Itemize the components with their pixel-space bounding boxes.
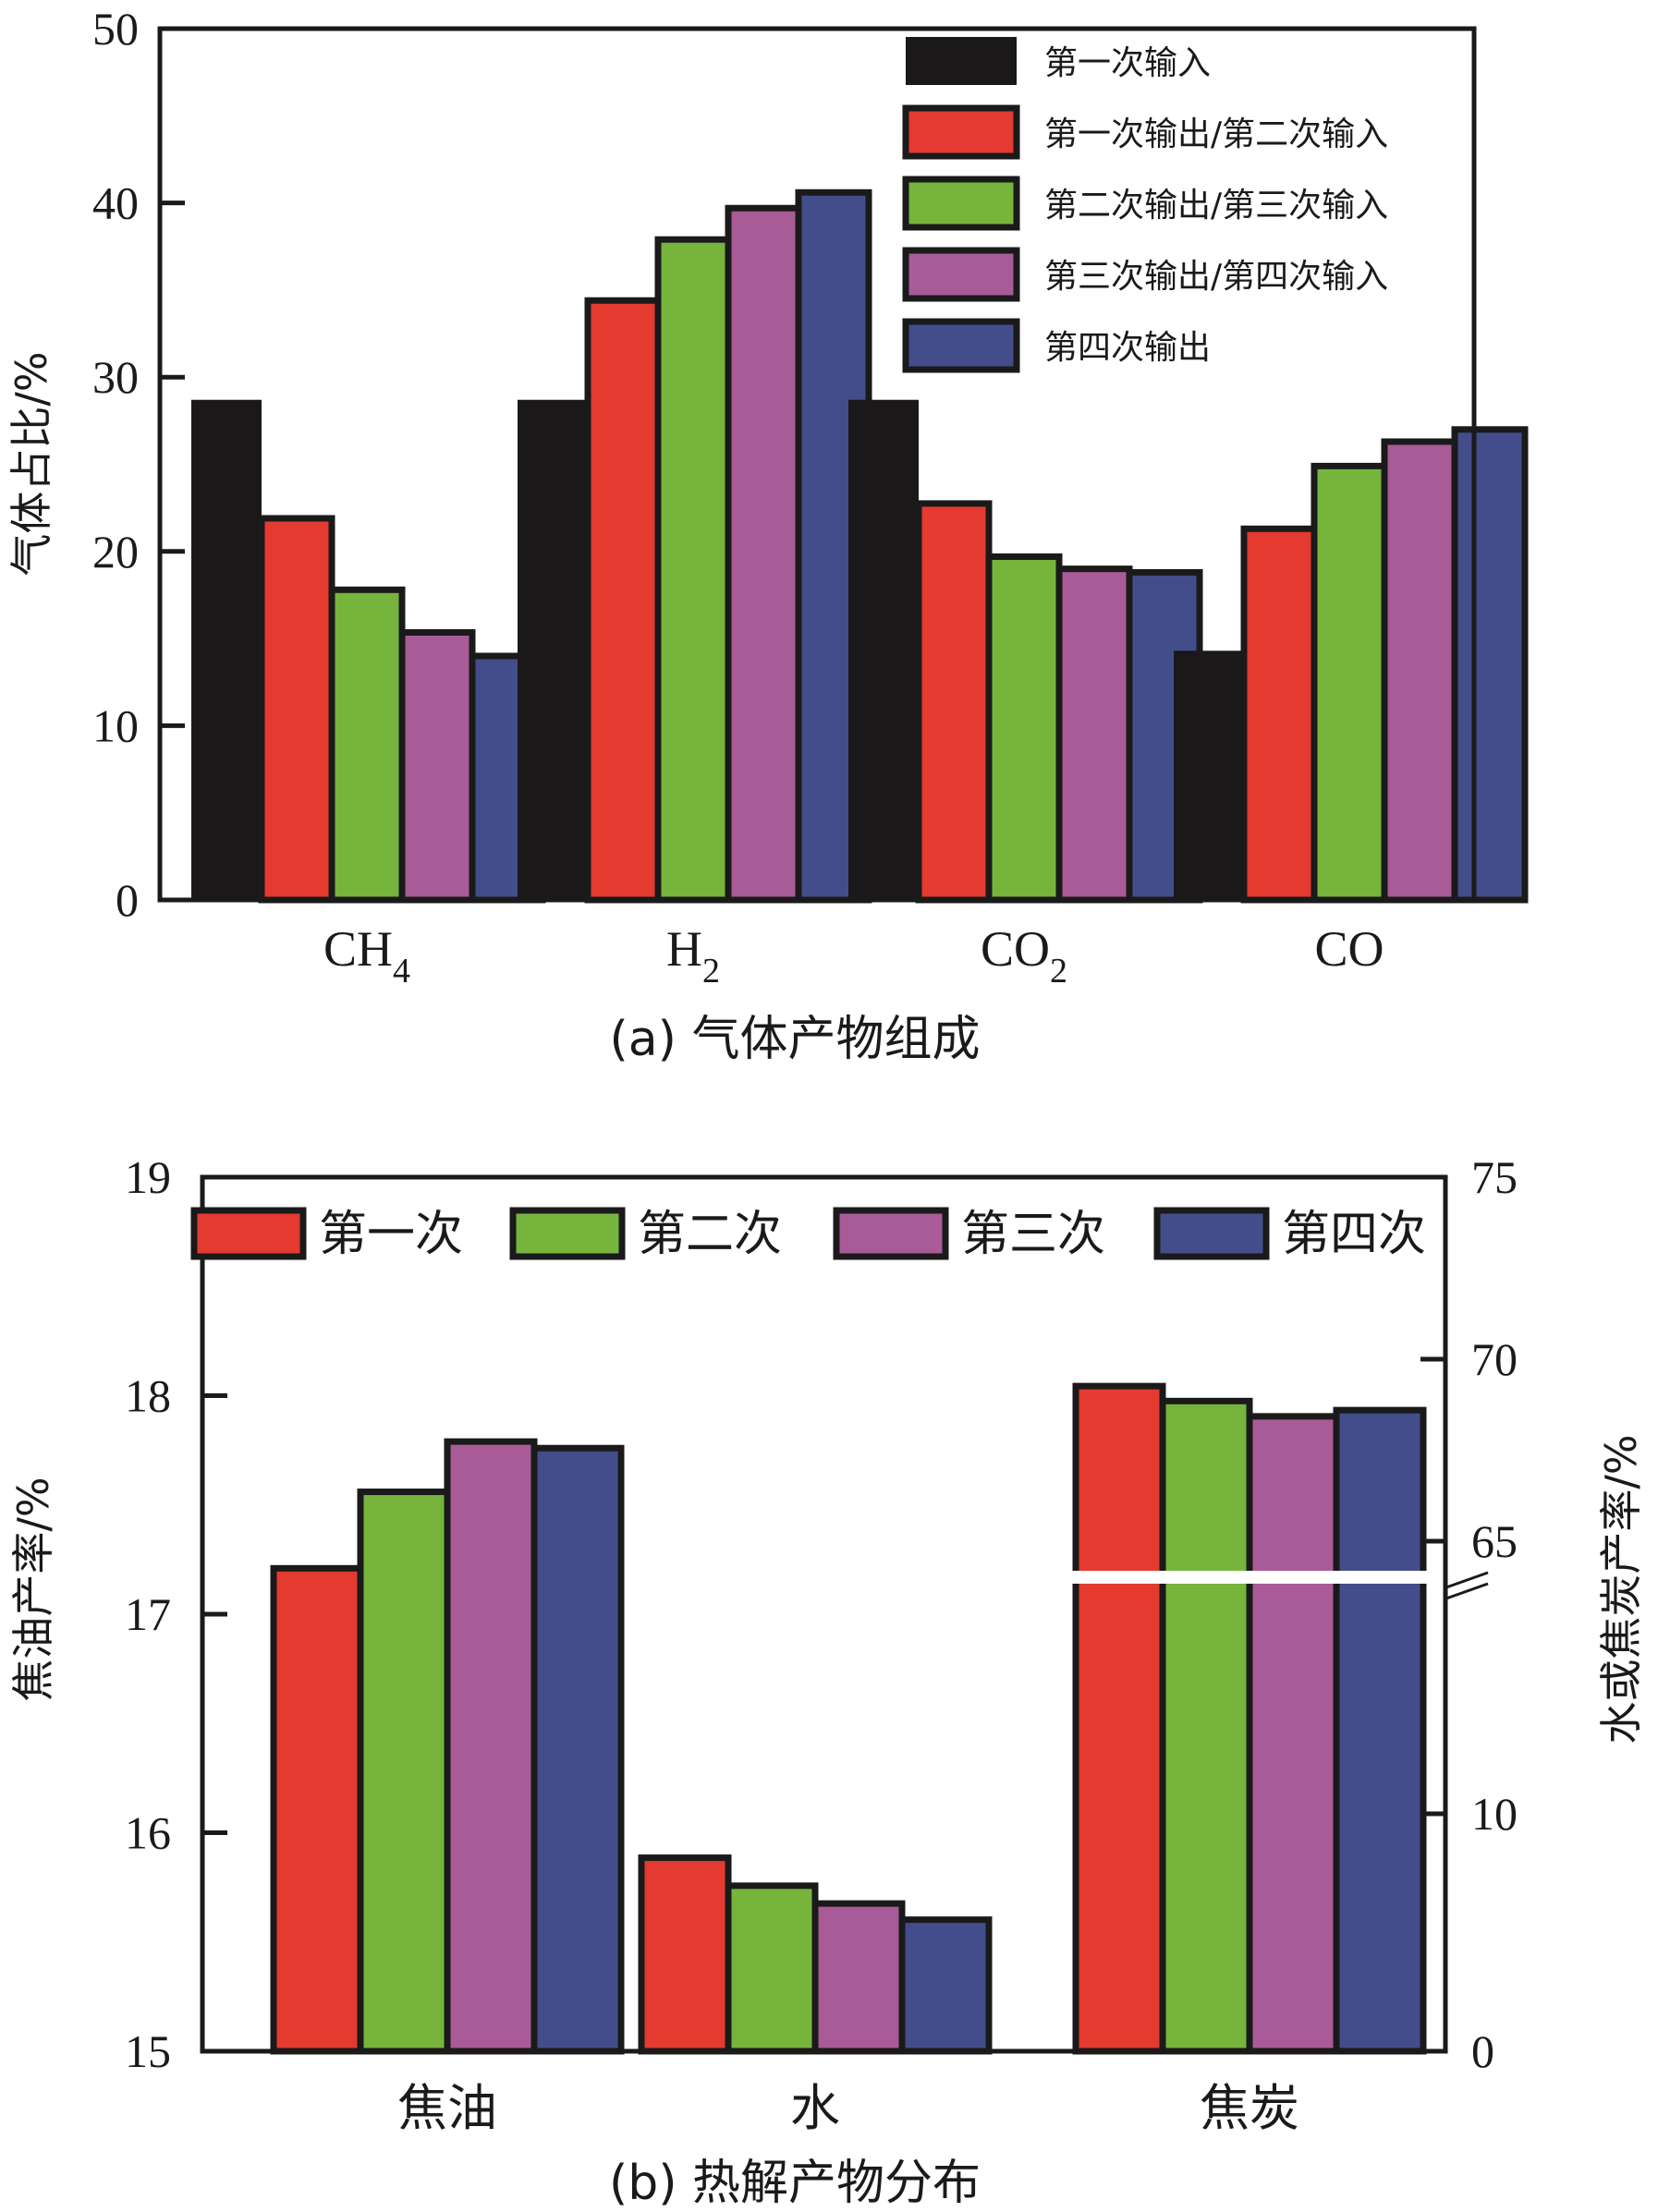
chart-a-x-labels: CH4 H2 CO2 CO <box>323 921 1384 991</box>
bar-2-0 <box>848 399 919 900</box>
bar-0-3 <box>398 628 476 904</box>
x-category-label: 焦炭 <box>1200 2079 1299 2137</box>
chart-a-y-ticks: 0 10 20 30 40 50 <box>92 3 185 926</box>
x-category-label: H2 <box>666 921 720 991</box>
bar-1-2 <box>811 1900 906 2055</box>
chart-b-y-axis-title: 焦油产率/% <box>8 1477 58 1701</box>
bar-1-0 <box>518 399 588 900</box>
x-category-label: 水 <box>790 2079 840 2137</box>
bar-0-0 <box>270 1564 364 2055</box>
legend-swatch <box>902 104 1020 160</box>
x-category-label: CO <box>1314 921 1384 977</box>
y-tick-label: 15 <box>125 2025 171 2077</box>
y-tick-label: 19 <box>125 1151 171 1203</box>
chart-a-legend: 第一次输入第一次输出/第二次输入第二次输出/第三次输入第三次输出/第四次输入第四… <box>902 37 1388 373</box>
axis-break-band <box>1072 1571 1442 1584</box>
bar-2-1 <box>1159 1397 1253 2055</box>
x-category-subscript: 2 <box>702 952 720 991</box>
y2-tick-label: 65 <box>1471 1515 1518 1567</box>
legend-label: 第一次 <box>319 1207 463 1262</box>
y-tick-label: 50 <box>92 3 139 55</box>
y-tick-label: 16 <box>125 1807 171 1859</box>
bar-3-3 <box>1381 438 1458 904</box>
legend-label: 第三次输出/第四次输入 <box>1044 258 1388 296</box>
y-tick-label: 10 <box>92 699 139 751</box>
legend-label: 第一次输出/第二次输入 <box>1044 115 1388 153</box>
chart-a-bars <box>191 188 1529 904</box>
axis-break-mark <box>1445 1571 1489 1589</box>
x-category-main: H <box>666 921 702 977</box>
y-tick-label: 0 <box>116 874 139 926</box>
bar-3-0 <box>1174 650 1244 900</box>
legend-swatch <box>509 1207 626 1260</box>
chart-b-bars <box>270 1382 1427 2055</box>
legend-label: 第四次输出 <box>1044 329 1211 367</box>
axis-break-mark <box>1445 1582 1489 1600</box>
chart-b-y2-axis-title: 水或焦炭产率/% <box>1596 1434 1646 1744</box>
chart-b-y2-ticks: 0 10 65 70 75 <box>1420 1151 1518 2077</box>
bar-1-3 <box>725 204 802 904</box>
bar-1-3 <box>898 1916 993 2055</box>
x-category-subscript: 4 <box>393 952 410 991</box>
chart-b-legend: 第一次 第二次 第三次 第四次 <box>190 1207 1426 1262</box>
legend-label: 第一次输入 <box>1044 44 1211 82</box>
y2-tick-label: 0 <box>1471 2025 1494 2077</box>
bar-1-1 <box>725 1882 819 2055</box>
legend-label: 第三次 <box>961 1207 1105 1262</box>
chart-a-plot-frame <box>157 26 1477 903</box>
legend-swatch <box>1153 1207 1270 1260</box>
bar-2-0 <box>1072 1382 1166 2055</box>
chart-b-caption: (b) 热解产物分布 <box>609 2156 981 2211</box>
legend-label: 第二次输出/第三次输入 <box>1044 187 1388 225</box>
legend-swatch <box>906 37 1017 85</box>
bar-0-2 <box>444 1438 538 2055</box>
bar-0-2 <box>328 586 406 904</box>
legend-label: 第二次 <box>638 1207 782 1262</box>
bar-2-3 <box>1055 565 1133 904</box>
bar-3-1 <box>1240 525 1318 904</box>
bar-0-3 <box>530 1444 625 2055</box>
legend-swatch <box>190 1207 307 1260</box>
bar-1-0 <box>638 1854 732 2055</box>
chart-a-gas-composition: 0 10 20 30 40 50 第一次输入第一次输出/第二次输入第二次输出/第三次输入第… <box>6 3 1529 1067</box>
legend-label: 第四次 <box>1282 1207 1426 1262</box>
x-category-subscript: 2 <box>1050 952 1067 991</box>
bar-0-0 <box>191 399 262 900</box>
legend-swatch <box>902 318 1020 373</box>
y-tick-label: 17 <box>125 1588 171 1640</box>
y2-tick-label: 70 <box>1471 1333 1518 1385</box>
y-tick-label: 18 <box>125 1370 171 1422</box>
legend-swatch <box>833 1207 949 1260</box>
bar-1-1 <box>584 297 662 904</box>
bar-3-2 <box>1311 462 1388 904</box>
x-category-label: CO2 <box>981 921 1067 991</box>
x-category-main: CO <box>1314 921 1384 977</box>
chart-b-axis-break <box>1072 1571 1489 1600</box>
chart-b-x-labels: 焦油 水 焦炭 <box>397 2079 1299 2137</box>
y-tick-label: 30 <box>92 351 139 403</box>
x-category-label: CH4 <box>323 921 410 991</box>
legend-swatch <box>902 176 1020 231</box>
chart-b-y-ticks: 15 16 17 18 19 <box>125 1151 227 2077</box>
legend-swatch <box>902 247 1020 302</box>
y2-tick-label: 75 <box>1471 1151 1518 1203</box>
bar-2-1 <box>915 500 993 904</box>
x-category-label: 焦油 <box>397 2079 497 2137</box>
x-category-main: CH <box>323 921 393 977</box>
bar-2-2 <box>985 553 1063 904</box>
chart-a-caption: (a) 气体产物组成 <box>610 1012 981 1067</box>
chart-a-y-axis-title: 气体占比/% <box>6 351 56 576</box>
y-tick-label: 20 <box>92 526 139 577</box>
bar-3-4 <box>1451 426 1529 904</box>
bar-2-3 <box>1333 1406 1427 2055</box>
bar-1-2 <box>654 236 732 904</box>
bar-0-1 <box>357 1489 451 2055</box>
bar-0-1 <box>258 515 335 904</box>
bar-2-2 <box>1246 1413 1340 2055</box>
x-category-main: CO <box>981 921 1050 977</box>
y2-tick-label: 10 <box>1471 1788 1518 1840</box>
y-tick-label: 40 <box>92 177 139 229</box>
chart-b-pyrolysis-distribution: 15 16 17 18 19 0 10 65 70 75 第一次 第二次 第三次 第四次 焦油产率/%… <box>8 1151 1646 2211</box>
